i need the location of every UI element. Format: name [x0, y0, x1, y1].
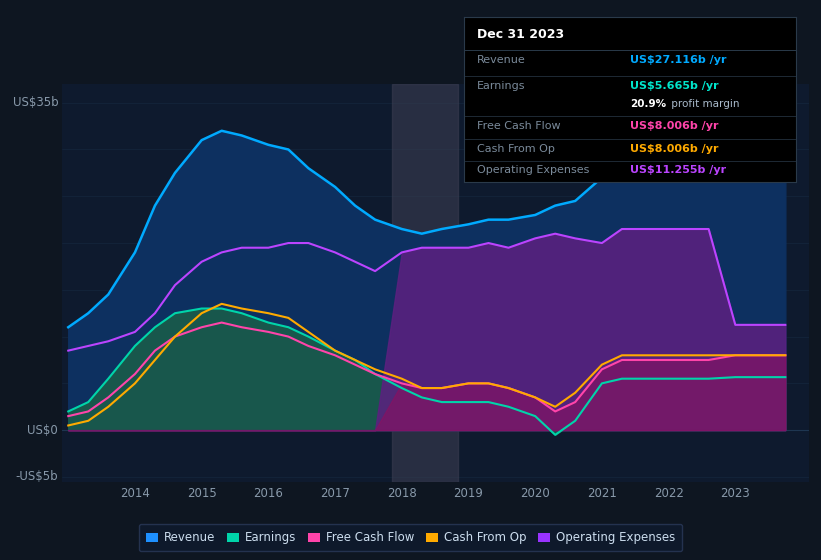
- Text: Dec 31 2023: Dec 31 2023: [477, 29, 564, 41]
- Text: Earnings: Earnings: [477, 81, 525, 91]
- Text: Revenue: Revenue: [477, 55, 526, 65]
- Text: US$35b: US$35b: [12, 96, 58, 109]
- Text: US$27.116b /yr: US$27.116b /yr: [631, 55, 727, 65]
- Text: 20.9%: 20.9%: [631, 100, 667, 109]
- Text: US$11.255b /yr: US$11.255b /yr: [631, 166, 727, 175]
- Text: US$0: US$0: [27, 424, 58, 437]
- Text: US$5.665b /yr: US$5.665b /yr: [631, 81, 718, 91]
- Text: -US$5b: -US$5b: [16, 470, 58, 483]
- Text: Operating Expenses: Operating Expenses: [477, 166, 589, 175]
- Text: US$8.006b /yr: US$8.006b /yr: [631, 144, 718, 154]
- Legend: Revenue, Earnings, Free Cash Flow, Cash From Op, Operating Expenses: Revenue, Earnings, Free Cash Flow, Cash …: [139, 524, 682, 551]
- Bar: [392, 84, 458, 482]
- Text: Cash From Op: Cash From Op: [477, 144, 555, 154]
- Text: US$8.006b /yr: US$8.006b /yr: [631, 121, 718, 131]
- Text: profit margin: profit margin: [668, 100, 740, 109]
- Text: Free Cash Flow: Free Cash Flow: [477, 121, 561, 131]
